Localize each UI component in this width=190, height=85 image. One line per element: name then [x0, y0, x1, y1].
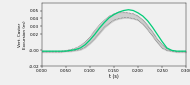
Y-axis label: Vert. Caster
Excursion (m): Vert. Caster Excursion (m): [18, 20, 27, 49]
X-axis label: t (s): t (s): [109, 74, 119, 79]
